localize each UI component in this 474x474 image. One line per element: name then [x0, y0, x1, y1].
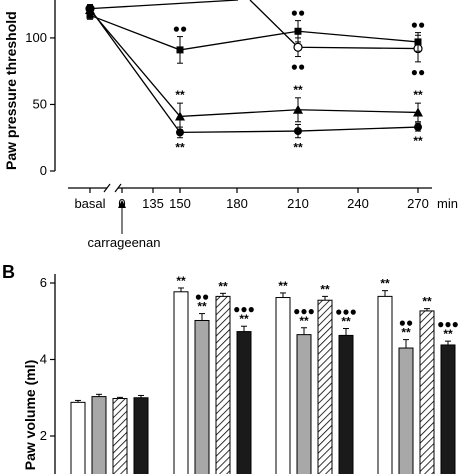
significance-mark: **: [401, 326, 411, 340]
data-point-triangle: [175, 111, 185, 121]
panel-a-y-axis: 0 50 100: [25, 0, 56, 178]
significance-mark: **: [175, 88, 185, 102]
panel-b-bars: [70, 287, 456, 474]
data-point-filled-circle: [414, 123, 422, 132]
significance-mark: **: [413, 88, 423, 102]
x-tick-label: 150: [169, 196, 191, 211]
series-line: [89, 0, 239, 10]
significance-mark: ●●●: [335, 305, 357, 319]
x-tick-label: 180: [226, 196, 248, 211]
significance-mark: **: [278, 279, 288, 293]
series-line: [89, 14, 419, 51]
significance-mark: ●●●: [293, 304, 315, 318]
x-tick-label: basal: [74, 196, 105, 211]
panel-b-letter: B: [2, 262, 15, 282]
significance-mark: ●●●: [233, 302, 255, 316]
significance-mark: ●●●: [437, 317, 459, 331]
panel-a-significance: ●● ** ** ●● ●● ** ** ●● ●● ** **: [173, 6, 426, 155]
significance-mark: **: [175, 141, 185, 155]
bar: [317, 299, 333, 474]
significance-mark: **: [422, 295, 432, 309]
x-tick-label: 210: [287, 196, 309, 211]
bar: [440, 344, 456, 474]
bar: [194, 319, 210, 474]
carrageenan-label: carrageenan: [88, 235, 161, 250]
significance-mark: ●●: [173, 22, 188, 36]
y-tick-label: 0: [40, 163, 47, 178]
significance-mark: **: [218, 279, 228, 293]
significance-mark: ●●: [291, 6, 306, 20]
bar: [215, 295, 231, 474]
significance-mark: **: [341, 315, 351, 329]
significance-mark: **: [293, 141, 303, 155]
series-line: [89, 9, 419, 118]
bar: [70, 401, 86, 474]
significance-mark: ●●: [399, 316, 414, 330]
panel-b: B Paw volume (ml) 246 ****●●****●●●****●…: [2, 262, 459, 474]
y-tick-label: 4: [40, 352, 47, 367]
panel-a-x-axis: basal0135150180210240270: [68, 183, 432, 211]
y-tick-label: 6: [40, 275, 47, 290]
bar: [91, 396, 107, 474]
data-point-filled-circle: [176, 128, 184, 137]
significance-mark: **: [320, 282, 330, 296]
panel-a: Paw pressure threshold 0 50 100 basal 0 135 1…: [3, 0, 458, 250]
data-point-square: [294, 27, 302, 35]
data-point-filled-circle: [294, 127, 302, 136]
data-point-filled-circle: [86, 4, 94, 13]
panel-b-ylabel: Paw volume (ml): [22, 360, 38, 470]
significance-mark: **: [443, 327, 453, 341]
y-tick-label: 50: [33, 96, 47, 111]
bar: [419, 310, 435, 474]
panel-b-y-axis: 2 4 6: [40, 274, 56, 474]
data-point-triangle: [413, 107, 423, 117]
data-point-square: [86, 11, 94, 19]
significance-mark: **: [293, 83, 303, 97]
x-tick-label: 240: [347, 196, 369, 211]
panel-b-significance: ****●●****●●●****●●●****●●●****●●****●●●: [176, 274, 459, 341]
series-line: [249, 0, 419, 50]
data-point-triangle: [293, 104, 303, 114]
data-point-square: [414, 38, 422, 46]
series-line: [89, 8, 419, 134]
bar: [338, 334, 354, 474]
x-tick-label: 270: [407, 196, 429, 211]
data-point-open-circle: [293, 42, 303, 52]
significance-mark: **: [299, 314, 309, 328]
significance-mark: **: [197, 300, 207, 314]
significance-mark: ●●: [195, 290, 210, 304]
x-tick-label: 135: [142, 196, 164, 211]
axis-break-mark: [114, 183, 122, 193]
y-tick-label: 100: [25, 30, 47, 45]
bar: [296, 334, 312, 474]
significance-mark: **: [239, 312, 249, 326]
data-point-square: [176, 46, 184, 54]
significance-mark: ●●: [411, 18, 426, 32]
significance-mark: **: [176, 274, 186, 288]
significance-mark: ●●: [291, 60, 306, 74]
panel-a-series: [85, 0, 423, 139]
panel-a-ylabel: Paw pressure threshold: [3, 11, 19, 170]
significance-mark: ●●: [411, 65, 426, 79]
bar: [377, 295, 393, 474]
bar: [236, 331, 252, 474]
significance-mark: **: [413, 134, 423, 148]
bar: [173, 291, 189, 474]
significance-mark: **: [380, 277, 390, 291]
bar: [112, 398, 128, 474]
bar: [398, 347, 414, 474]
axis-break-mark: [103, 183, 111, 193]
bar: [275, 297, 291, 474]
y-tick-label: 2: [40, 428, 47, 443]
bar: [133, 397, 149, 474]
carrageenan-arrowhead: [118, 200, 126, 208]
panel-a-x-unit: min: [437, 196, 458, 211]
